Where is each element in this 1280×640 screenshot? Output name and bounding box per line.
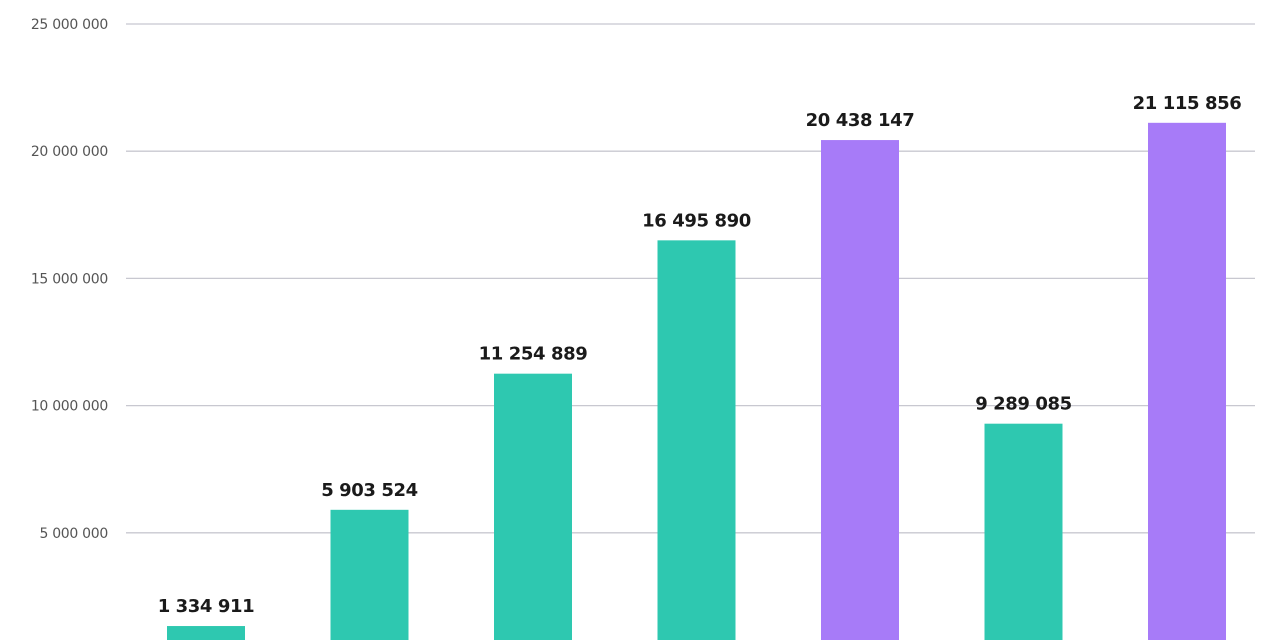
bar — [984, 423, 1063, 640]
bar-value-label: 1 334 911 — [158, 596, 255, 617]
bar — [167, 626, 245, 640]
bar-layer — [167, 122, 1226, 640]
bar — [330, 509, 409, 640]
y-tick-label: 25 000 000 — [31, 17, 108, 33]
y-tick-label: 20 000 000 — [31, 144, 108, 160]
y-axis-ticks: 5 000 000 10 000 000 15 000 000 20 000 000 2… — [31, 17, 108, 542]
y-tick-label: 10 000 000 — [31, 399, 108, 415]
bar — [1148, 122, 1226, 640]
bar — [494, 373, 572, 640]
bar-value-label: 16 495 890 — [642, 210, 751, 231]
bar — [821, 140, 899, 640]
bar-value-label: 11 254 889 — [479, 344, 588, 365]
bar-value-label: 21 115 856 — [1133, 93, 1242, 114]
bar-value-label: 20 438 147 — [806, 110, 915, 131]
bar — [657, 240, 736, 640]
data-label-layer: 1 334 911 5 903 524 11 254 889 16 495 890 20… — [158, 93, 1242, 617]
y-tick-label: 15 000 000 — [31, 271, 108, 287]
bar-value-label: 9 289 085 — [975, 394, 1072, 415]
y-tick-label: 5 000 000 — [39, 526, 108, 542]
bar-value-label: 5 903 524 — [321, 480, 418, 501]
